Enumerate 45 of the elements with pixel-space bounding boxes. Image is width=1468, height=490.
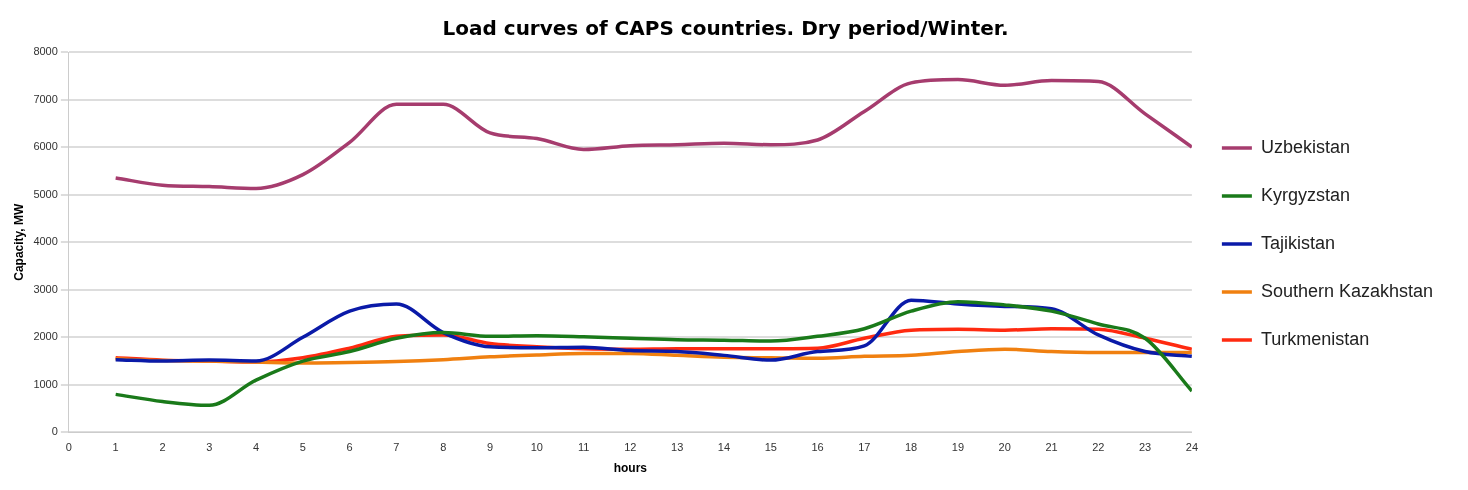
x-tick-label: 15 [764, 441, 777, 454]
x-tick-label: 7 [393, 441, 400, 454]
x-tick-label: 23 [1138, 441, 1152, 454]
y-tick-label: 1000 [33, 377, 58, 390]
line-series [113, 77, 1192, 191]
y-tick-label: 4000 [33, 235, 58, 248]
x-tick-label: 0 [65, 441, 72, 454]
y-tick-label: 5000 [33, 187, 58, 200]
x-tick-label: 21 [1045, 441, 1058, 454]
x-tick-label: 19 [951, 441, 965, 454]
y-axis-title: Capacity, MW [11, 202, 26, 281]
line-series [113, 298, 1192, 363]
x-tick-label: 17 [858, 441, 871, 454]
x-tick-label: 20 [998, 441, 1011, 454]
legend-label: Tajikistan [1260, 232, 1335, 253]
y-tick-label: 6000 [33, 140, 58, 153]
x-tick-label: 18 [905, 441, 918, 454]
line-series [113, 299, 1192, 408]
y-tick-label: 0 [51, 425, 58, 438]
x-tick-label: 24 [1185, 441, 1199, 454]
y-tick-label: 2000 [33, 330, 58, 343]
x-tick-label: 6 [346, 441, 353, 454]
x-tick-label: 14 [717, 441, 731, 454]
x-tick-label: 2 [159, 441, 166, 454]
x-tick-label: 1 [112, 441, 119, 454]
x-tick-label: 4 [252, 441, 260, 454]
x-tick-label: 3 [206, 441, 213, 454]
x-tick-label: 22 [1092, 441, 1105, 454]
x-axis-title: hours [613, 461, 648, 476]
y-tick-label: 7000 [33, 92, 58, 105]
x-tick-label: 9 [486, 441, 494, 454]
x-tick-label: 12 [624, 441, 637, 454]
y-tick-label: 3000 [33, 282, 58, 295]
legend-label: Turkmenistan [1260, 328, 1370, 349]
x-tick-label: 16 [811, 441, 824, 454]
x-tick-label: 11 [577, 441, 590, 454]
y-tick-label: 8000 [33, 45, 58, 58]
chart-title: Load curves of CAPS countries. Dry period/Winter. [442, 16, 1009, 41]
legend-label: Southern Kazakhstan [1260, 280, 1434, 301]
x-tick-label: 8 [440, 441, 447, 454]
legend-label: Uzbekistan [1260, 136, 1350, 157]
x-tick-label: 13 [671, 441, 684, 454]
legend-label: Kyrgyzstan [1260, 184, 1350, 205]
x-tick-label: 10 [530, 441, 543, 454]
x-tick-label: 5 [299, 441, 306, 454]
